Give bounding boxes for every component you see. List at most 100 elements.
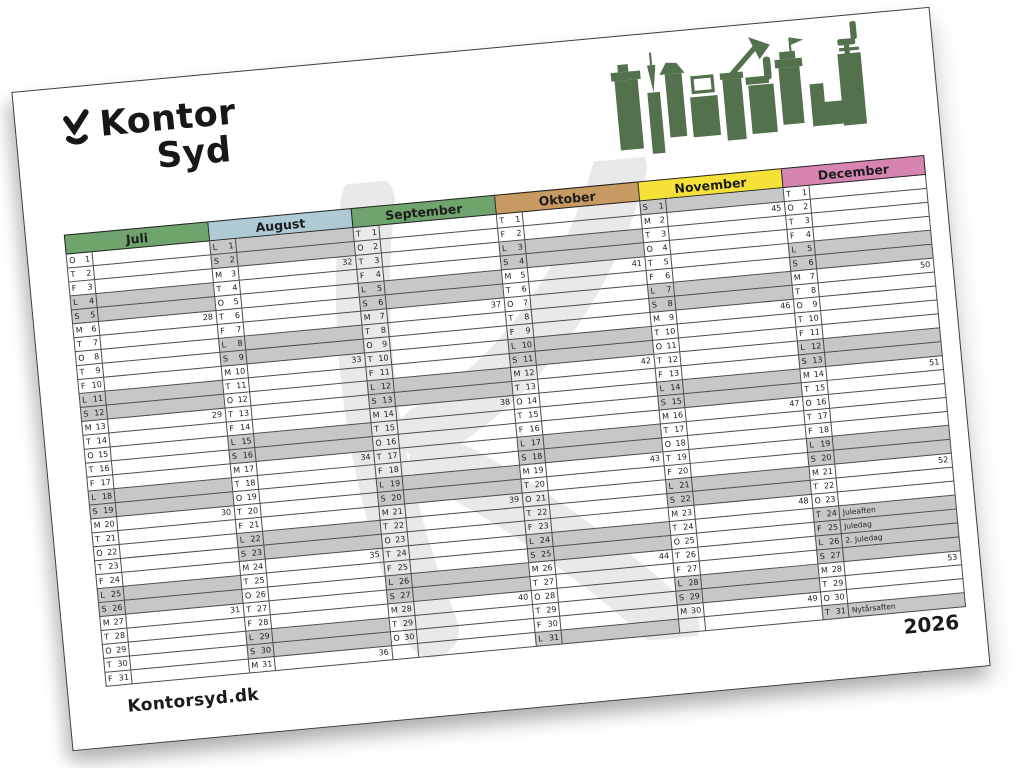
day-number: 1	[371, 227, 378, 237]
website-text: Kontorsyd.dk	[126, 684, 260, 717]
weekday-letter: M	[802, 369, 811, 380]
weekday-letter: S	[380, 493, 387, 504]
day-number: 26	[828, 535, 840, 546]
weekday-letter: M	[504, 271, 512, 281]
weekday-letter: M	[811, 467, 820, 478]
weekday-letter: L	[81, 394, 87, 405]
weekday-letter: L	[212, 242, 218, 252]
weekday-letter: M	[820, 565, 829, 575]
weekday-letter: S	[792, 258, 799, 269]
weekday-letter: M	[670, 508, 679, 519]
day-number: 18	[244, 477, 256, 488]
day-number: 31	[548, 632, 560, 643]
weekday-letter: T	[103, 631, 110, 642]
day-number: 13	[95, 421, 107, 432]
day-number: 17	[100, 477, 112, 487]
day-number: 18	[101, 490, 113, 501]
day-number: 19	[532, 464, 544, 475]
day-number: 4	[662, 242, 668, 253]
weekday-letter: T	[526, 508, 532, 518]
day-number: 26	[398, 575, 410, 586]
weekday-letter: O	[814, 495, 822, 506]
weekday-letter: O	[374, 437, 383, 448]
weekday-letter: F	[238, 520, 244, 531]
day-number: 20	[247, 505, 259, 516]
weekday-letter: S	[642, 202, 649, 212]
office-furniture-skyline-icon	[610, 21, 868, 154]
week-number: 52	[937, 455, 949, 465]
weekday-letter: F	[675, 564, 682, 575]
weekday-letter: M	[513, 368, 521, 379]
week-number: 49	[807, 593, 819, 604]
weekday-letter: T	[70, 269, 76, 279]
day-number: 20	[677, 465, 689, 476]
day-number: 21	[392, 506, 404, 517]
weekday-letter: O	[786, 202, 795, 213]
day-number: 5	[233, 296, 240, 306]
weekday-letter: S	[213, 256, 220, 266]
weekday-letter: L	[519, 438, 525, 448]
weekday-letter: T	[803, 384, 810, 394]
day-number: 11	[379, 366, 391, 377]
day-number: 5	[519, 269, 526, 280]
weekday-letter: O	[384, 535, 392, 545]
day-number: 30	[260, 644, 272, 655]
weekday-letter: T	[672, 522, 678, 533]
day-number: 15	[527, 409, 539, 420]
day-number: 24	[109, 574, 121, 585]
day-number: 2	[229, 254, 236, 265]
day-number: 9	[381, 338, 388, 349]
day-number: 8	[667, 298, 674, 308]
day-number: 4	[518, 255, 525, 266]
holiday-label: 2. Juledag	[844, 532, 883, 545]
day-number: 24	[539, 534, 551, 545]
day-number: 28	[257, 617, 269, 627]
weekday-letter: L	[90, 492, 97, 502]
weekday-letter: F	[377, 465, 383, 476]
weekday-letter: L	[501, 243, 507, 253]
day-number: 7	[92, 337, 99, 348]
day-number: 16	[672, 409, 684, 420]
weekday-letter: S	[371, 396, 377, 406]
weekday-letter: L	[239, 534, 245, 545]
day-number: 28	[401, 603, 413, 614]
day-number: 15	[241, 435, 253, 446]
weekday-letter: O	[823, 593, 831, 603]
weekday-letter: F	[247, 618, 253, 628]
week-number: 53	[946, 552, 958, 563]
day-number: 13	[811, 354, 823, 365]
day-number: 23	[824, 494, 836, 505]
day-number: 22	[250, 533, 262, 544]
day-number: 19	[676, 451, 688, 462]
day-number: 12	[93, 407, 105, 418]
weekday-letter: S	[389, 591, 396, 601]
weekday-letter: L	[790, 244, 797, 255]
weekday-letter: O	[226, 395, 234, 405]
weekday-letter: M	[102, 617, 111, 628]
weekday-letter: F	[500, 229, 506, 239]
weekday-letter: O	[655, 341, 663, 352]
day-number: 13	[381, 394, 393, 405]
day-number: 25	[397, 561, 409, 572]
weekday-letter: M	[661, 411, 670, 421]
weekday-letter: F	[71, 283, 77, 293]
day-number: 24	[826, 508, 838, 518]
week-number: 47	[788, 398, 800, 409]
weekday-letter: T	[355, 228, 362, 239]
weekday-letter: S	[511, 354, 518, 365]
weekday-letter: M	[531, 563, 539, 574]
weekday-letter: O	[673, 536, 681, 547]
day-number: 4	[231, 282, 238, 292]
weekday-letter: O	[664, 439, 672, 449]
weekday-letter: F	[98, 576, 104, 586]
day-number: 28	[688, 577, 699, 588]
weekday-letter: F	[807, 425, 814, 436]
day-number: 4	[375, 269, 382, 279]
day-number: 8	[810, 285, 817, 295]
weekday-letter: T	[225, 381, 231, 391]
weekday-letter: T	[812, 481, 819, 492]
weekday-letter: T	[656, 355, 663, 365]
weekday-letter: T	[243, 576, 249, 587]
day-number: 13	[238, 407, 250, 418]
brand-name-line2: Syd	[155, 130, 234, 177]
